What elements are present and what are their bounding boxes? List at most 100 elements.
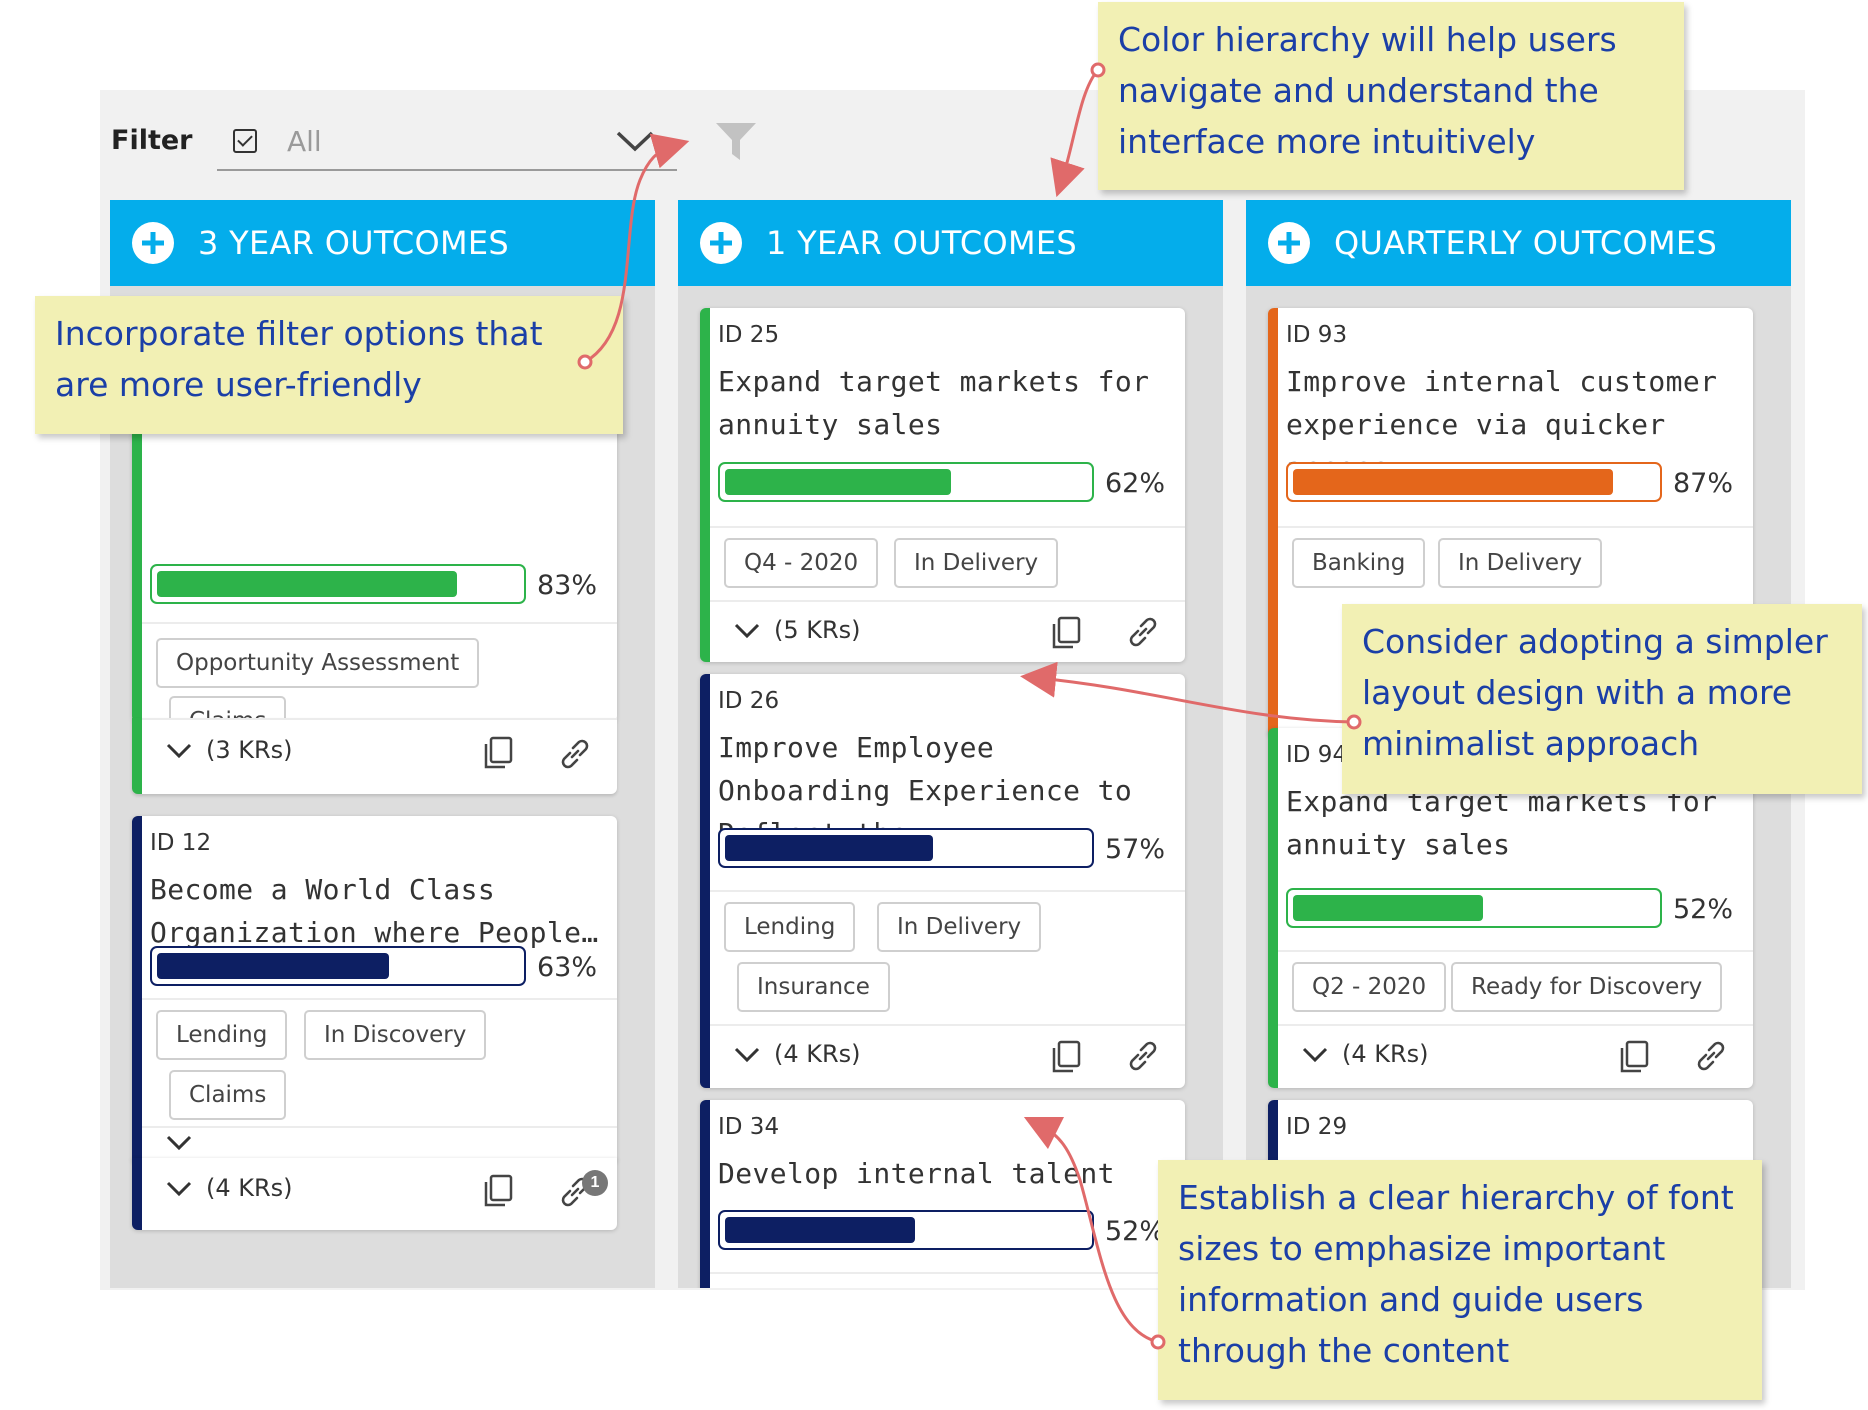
chevron-down-icon[interactable] <box>734 1046 760 1064</box>
progress-fill <box>1293 895 1483 921</box>
link-icon[interactable] <box>1693 1038 1729 1074</box>
outcome-card[interactable]: ID 25 Expand target markets for annuity … <box>700 308 1185 662</box>
tag[interactable]: Ready for Discovery <box>1451 962 1723 1012</box>
progress-bar <box>718 462 1094 502</box>
chevron-down-icon[interactable] <box>166 1180 192 1198</box>
progress-bar <box>150 564 526 604</box>
progress-fill <box>1293 469 1613 495</box>
progress-bar <box>718 828 1094 868</box>
progress-percent: 52% <box>1105 1216 1166 1247</box>
tag[interactable]: Claims <box>169 1070 287 1120</box>
column-title: 1 YEAR OUTCOMES <box>766 224 1078 262</box>
chevron-down-icon[interactable] <box>734 622 760 640</box>
tag[interactable]: Opportunity Assessment <box>156 638 480 688</box>
progress-percent: 63% <box>537 952 598 983</box>
note-color-hierarchy: Color hierarchy will help users navigate… <box>1098 2 1684 190</box>
tag[interactable]: Lending <box>724 902 856 952</box>
divider <box>1278 1024 1753 1026</box>
tag[interactable]: In Discovery <box>304 1010 487 1060</box>
progress-fill <box>725 835 933 861</box>
key-results-count: (3 KRs) <box>206 736 293 764</box>
tag[interactable]: Q2 - 2020 <box>1292 962 1447 1012</box>
card-id: ID 26 <box>718 688 780 714</box>
funnel-icon[interactable] <box>714 120 758 162</box>
note-filter-options: Incorporate filter options that are more… <box>35 296 623 434</box>
key-results-count: (4 KRs) <box>774 1040 861 1068</box>
divider <box>142 718 617 720</box>
link-icon[interactable] <box>1125 1038 1161 1074</box>
progress-bar <box>1286 462 1662 502</box>
tag[interactable]: In Delivery <box>894 538 1059 588</box>
progress-fill <box>157 571 457 597</box>
tag[interactable]: Lending <box>156 1010 288 1060</box>
chevron-down-icon[interactable] <box>166 1134 192 1152</box>
tag[interactable]: In Delivery <box>1438 538 1603 588</box>
card-id: ID 93 <box>1286 322 1348 348</box>
progress-percent: 83% <box>537 570 598 601</box>
card-title: Become a World Class Organization where … <box>150 873 599 949</box>
chevron-down-icon[interactable] <box>166 742 192 760</box>
divider <box>710 526 1185 528</box>
divider <box>142 622 617 624</box>
key-results-count: (4 KRs) <box>1342 1040 1429 1068</box>
divider <box>1278 950 1753 952</box>
copy-icon[interactable] <box>482 1174 514 1208</box>
column-1-year-outcomes: 1 YEAR OUTCOMES ID 25 Expand target mark… <box>678 200 1223 1288</box>
note-simpler-layout: Consider adopting a simpler layout desig… <box>1342 604 1862 794</box>
add-icon[interactable] <box>132 222 174 264</box>
chevron-down-icon[interactable] <box>615 125 655 155</box>
tag[interactable]: Banking <box>1292 538 1426 588</box>
divider <box>710 600 1185 602</box>
outcome-card[interactable]: ID 12 Become a World Class Organization … <box>132 816 617 1164</box>
outcome-card[interactable]: ID 34 Develop internal talent 52% <box>700 1100 1185 1288</box>
progress-percent: 62% <box>1105 468 1166 499</box>
card-id: ID 29 <box>1286 1114 1348 1140</box>
outcome-card[interactable]: ID 26 Improve Employee Onboarding Experi… <box>700 674 1185 1088</box>
progress-fill <box>725 469 951 495</box>
link-count-badge: 1 <box>582 1170 608 1196</box>
tag[interactable]: Insurance <box>737 962 890 1012</box>
progress-bar <box>150 946 526 986</box>
card-id: ID 94 <box>1286 742 1348 768</box>
card-footer: (3 KRs) <box>132 718 617 794</box>
column-header: 1 YEAR OUTCOMES <box>678 200 1223 286</box>
tag[interactable]: Q4 - 2020 <box>724 538 879 588</box>
progress-percent: 87% <box>1673 468 1734 499</box>
link-icon[interactable] <box>557 736 593 772</box>
card-id: ID 34 <box>718 1114 780 1140</box>
copy-icon[interactable] <box>1050 616 1082 650</box>
key-results-count: (5 KRs) <box>774 616 861 644</box>
progress-fill <box>157 953 389 979</box>
card-id: ID 12 <box>150 830 212 856</box>
card-title: Expand target markets for annuity sales <box>718 365 1150 441</box>
add-icon[interactable] <box>1268 222 1310 264</box>
progress-bar <box>1286 888 1662 928</box>
key-results-count: (4 KRs) <box>206 1174 293 1202</box>
progress-percent: 52% <box>1673 894 1734 925</box>
divider <box>710 890 1185 892</box>
column-title: QUARTERLY OUTCOMES <box>1334 224 1718 262</box>
column-header: 3 YEAR OUTCOMES <box>110 200 655 286</box>
divider <box>1278 526 1753 528</box>
note-font-hierarchy: Establish a clear hierarchy of font size… <box>1158 1160 1762 1400</box>
filter-value: All <box>287 125 322 158</box>
copy-icon[interactable] <box>1618 1040 1650 1074</box>
add-icon[interactable] <box>700 222 742 264</box>
tag[interactable]: In Delivery <box>877 902 1042 952</box>
outcome-card[interactable]: ID 93 Improve internal customer experien… <box>1268 308 1753 738</box>
filter-dropdown[interactable]: All <box>217 115 677 171</box>
copy-icon[interactable] <box>1050 1040 1082 1074</box>
column-header: QUARTERLY OUTCOMES <box>1246 200 1791 286</box>
checkbox-icon[interactable] <box>233 129 257 153</box>
divider <box>710 1272 1185 1274</box>
progress-fill <box>725 1217 915 1243</box>
link-icon[interactable] <box>1125 614 1161 650</box>
chevron-down-icon[interactable] <box>1302 1046 1328 1064</box>
divider <box>142 1126 617 1128</box>
divider <box>710 1024 1185 1026</box>
divider <box>142 998 617 1000</box>
card-title: Develop internal talent <box>718 1157 1115 1190</box>
column-quarterly-outcomes: QUARTERLY OUTCOMES ID 93 Improve interna… <box>1246 200 1791 1288</box>
column-title: 3 YEAR OUTCOMES <box>198 224 510 262</box>
copy-icon[interactable] <box>482 736 514 770</box>
